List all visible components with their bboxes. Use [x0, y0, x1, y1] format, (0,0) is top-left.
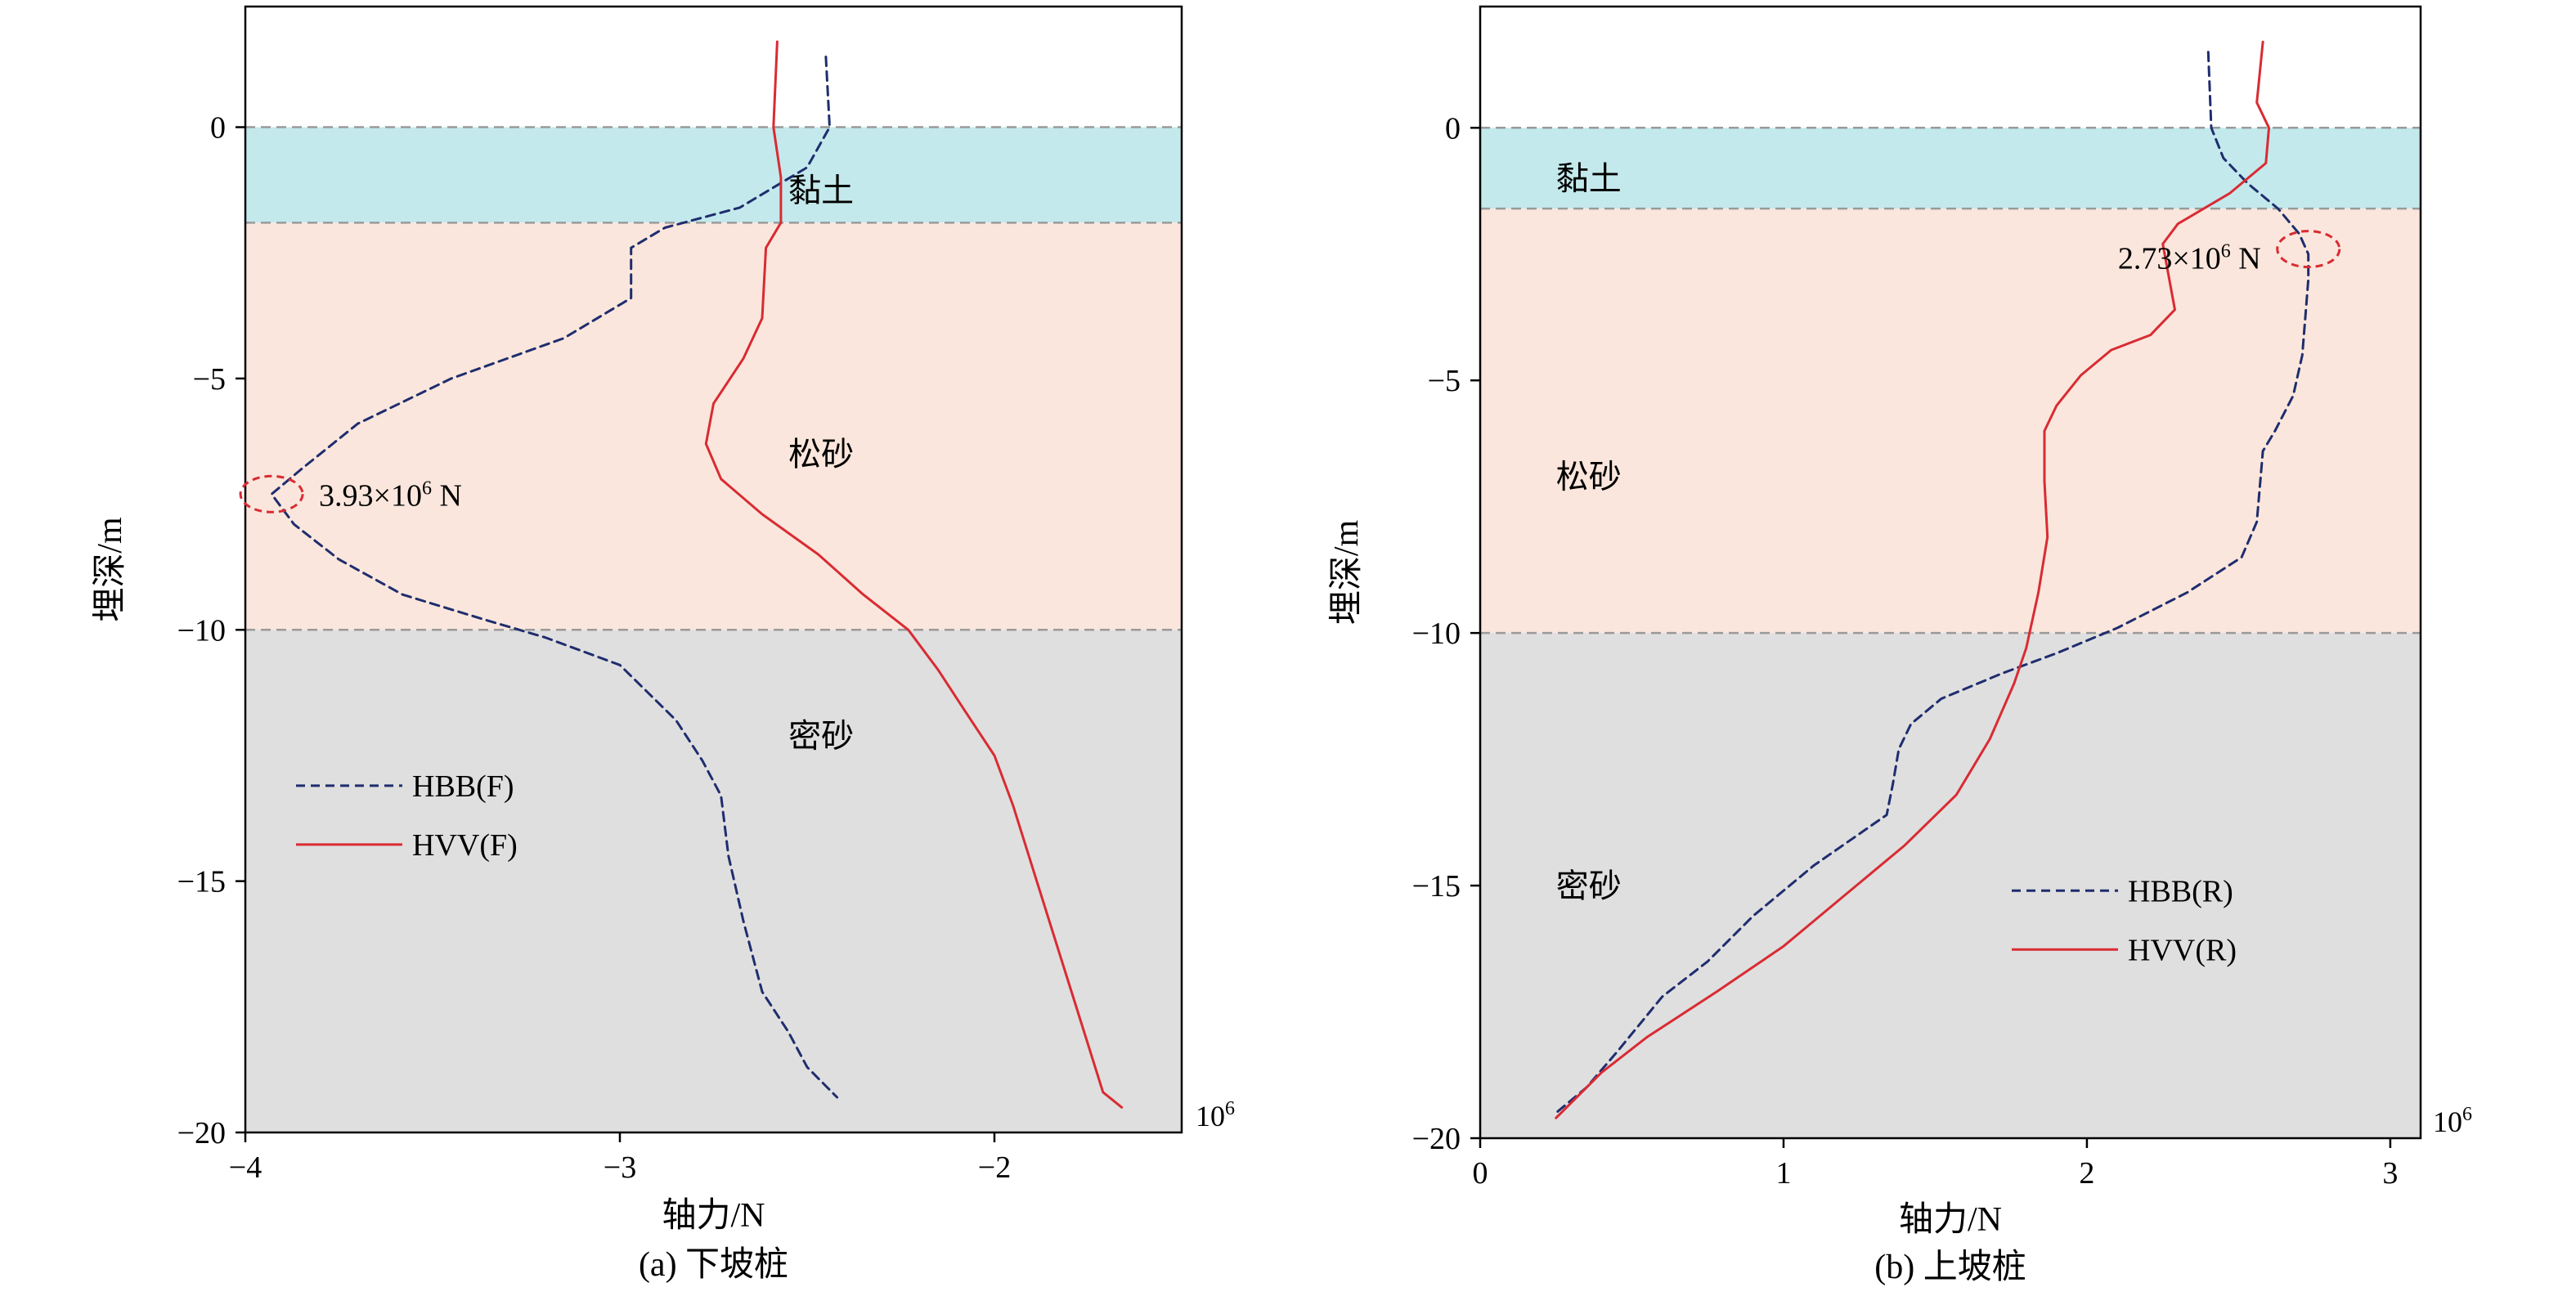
layer-label: 黏土: [788, 172, 854, 209]
x-tick-label: 3: [2382, 1156, 2398, 1191]
legend-label: HVV(R): [2128, 933, 2237, 967]
plot-frame: [244, 5, 1183, 1134]
layer-label: 松砂: [1556, 459, 1622, 496]
series-line-hvvr: [1555, 40, 2270, 1119]
y-tick-label: −20: [1412, 1122, 1461, 1156]
layer-label: 密砂: [788, 717, 854, 754]
legend-label: HBB(R): [2128, 874, 2233, 908]
panel-caption: (b) 上坡桩: [1874, 1249, 2026, 1286]
series-line-hbbf: [270, 56, 839, 1099]
x-tick-label: −4: [229, 1150, 262, 1185]
soil-layer-band: [245, 222, 1182, 630]
x-scale-multiplier: 106: [1196, 1098, 1235, 1132]
x-axis-label: 轴力/N: [1899, 1201, 2002, 1239]
y-tick-label: −15: [177, 865, 226, 899]
y-tick-label: 0: [210, 111, 226, 146]
y-tick-label: −5: [1428, 364, 1461, 398]
x-tick-label: 1: [1775, 1156, 1791, 1191]
layer-label: 黏土: [1556, 160, 1622, 197]
x-scale-exponent: 6: [1225, 1098, 1235, 1119]
peak-annotation-unit: N: [2231, 242, 2261, 276]
soil-layer-band: [245, 630, 1182, 1132]
plot-frame: [1479, 5, 2422, 1140]
peak-marker-ellipse: [239, 474, 304, 513]
peak-annotation-exponent: 6: [422, 478, 432, 499]
y-axis-label: 埋深/m: [92, 517, 129, 622]
soil-layer-band: [1480, 128, 2421, 209]
y-tick-label: 0: [1445, 111, 1461, 146]
y-tick-label: −15: [1412, 869, 1461, 904]
y-tick-label: −10: [1412, 617, 1461, 651]
peak-annotation: 2.73×106 N: [2118, 241, 2261, 276]
x-tick-label: −3: [604, 1150, 636, 1185]
x-scale-exponent: 6: [2462, 1104, 2472, 1125]
soil-layer-band: [1480, 633, 2421, 1138]
legend-label: HVV(F): [412, 828, 518, 863]
peak-annotation-unit: N: [432, 478, 462, 513]
y-tick-label: −5: [193, 362, 226, 397]
soil-layer-band: [245, 127, 1182, 223]
layer-label: 松砂: [788, 436, 854, 473]
peak-annotation: 3.93×106 N: [319, 478, 462, 513]
y-axis-label: 埋深/m: [1328, 520, 1366, 626]
x-tick-label: −2: [978, 1150, 1011, 1185]
x-scale-multiplier: 106: [2433, 1104, 2472, 1138]
y-tick-label: −10: [177, 613, 226, 648]
x-tick-label: 0: [1473, 1156, 1488, 1191]
x-tick-label: 2: [2079, 1156, 2094, 1191]
series-line-hbbr: [1555, 51, 2310, 1114]
series-line-hvvf: [704, 40, 1124, 1109]
soil-layer-band: [1480, 209, 2421, 634]
panel-caption: (a) 下坡桩: [639, 1246, 788, 1284]
layer-label: 密砂: [1556, 868, 1622, 904]
y-tick-label: −20: [177, 1116, 226, 1150]
peak-marker-ellipse: [2276, 230, 2341, 269]
peak-annotation-exponent: 6: [2221, 241, 2231, 262]
legend-label: HBB(F): [412, 769, 514, 804]
x-axis-label: 轴力/N: [662, 1197, 765, 1235]
